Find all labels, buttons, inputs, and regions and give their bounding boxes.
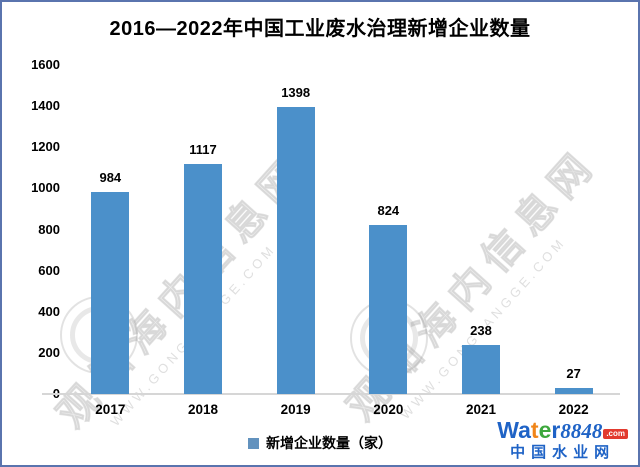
value-label-2017: 984 <box>99 169 122 185</box>
chart-title: 2016—2022年中国工业废水治理新增企业数量 <box>109 18 531 40</box>
value-label-2021: 238 <box>470 323 492 339</box>
x-axis-line <box>42 393 620 395</box>
legend-marker-icon <box>248 437 259 449</box>
bar-2017 <box>91 191 130 394</box>
site-logo-subtitle: 中国水业网 <box>510 444 616 461</box>
x-tick-2018: 2018 <box>187 402 218 417</box>
value-label-2019: 1398 <box>281 84 311 100</box>
bar-2018 <box>184 164 222 394</box>
value-label-2022: 27 <box>566 366 581 382</box>
value-label-2020: 824 <box>377 202 400 218</box>
y-tick-600: 600 <box>38 262 60 278</box>
brand-number: 8848 <box>560 419 603 443</box>
legend: 新增企业数量（家） <box>2 433 638 453</box>
site-logo: Water 8848 .com 中国水业网 <box>497 419 628 460</box>
legend-label: 新增企业数量（家） <box>266 435 392 451</box>
y-tick-1600: 1600 <box>31 57 60 72</box>
y-tick-1200: 1200 <box>31 139 60 155</box>
bar-2020 <box>369 224 408 394</box>
y-tick-1400: 1400 <box>31 98 60 114</box>
y-tick-200: 200 <box>38 344 60 360</box>
bar-2022 <box>554 388 593 394</box>
x-tick-2022: 2022 <box>558 402 589 417</box>
bar-2021 <box>462 345 500 394</box>
y-tick-800: 800 <box>38 221 60 237</box>
site-logo-brand: Water 8848 .com <box>497 419 628 442</box>
brand-tld-badge: .com <box>603 429 628 439</box>
x-tick-2021: 2021 <box>465 402 496 417</box>
y-tick-400: 400 <box>38 303 60 319</box>
x-tick-2017: 2017 <box>95 402 126 417</box>
value-label-2018: 1117 <box>189 142 217 158</box>
x-tick-2019: 2019 <box>280 402 311 417</box>
bar-2019 <box>276 106 315 394</box>
x-tick-2020: 2020 <box>373 402 404 417</box>
y-tick-1000: 1000 <box>31 180 60 196</box>
brand-word: Water <box>497 417 561 443</box>
